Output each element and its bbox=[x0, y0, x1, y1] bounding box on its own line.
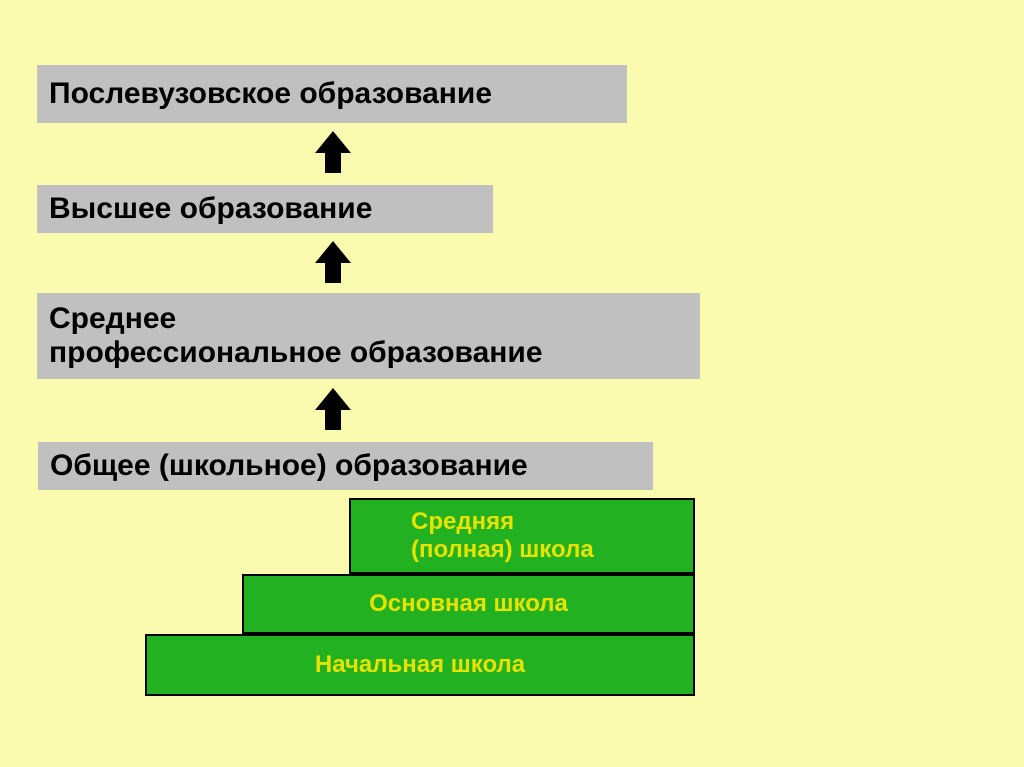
education-level-box: Среднее профессиональное образование bbox=[37, 293, 700, 379]
diagram-canvas: Послевузовское образование Высшее образов… bbox=[0, 0, 1024, 767]
level-label: Высшее образование bbox=[49, 192, 372, 227]
up-arrow-icon bbox=[315, 388, 351, 430]
level-label: Среднее профессиональное образование bbox=[49, 302, 543, 371]
up-arrow-icon bbox=[315, 131, 351, 173]
level-label: Общее (школьное) образование bbox=[50, 449, 528, 484]
level-label: Послевузовское образование bbox=[49, 77, 492, 112]
education-level-box: Общее (школьное) образование bbox=[38, 442, 653, 490]
school-stage-label: Основная школа bbox=[369, 590, 568, 618]
school-stage-label: Средняя (полная) школа bbox=[411, 508, 594, 563]
school-stage-box: Начальная школа bbox=[145, 634, 695, 696]
up-arrow-icon bbox=[315, 241, 351, 283]
education-level-box: Высшее образование bbox=[37, 185, 493, 233]
school-stage-label: Начальная школа bbox=[315, 651, 525, 679]
education-level-box: Послевузовское образование bbox=[37, 65, 627, 123]
school-stage-box: Средняя (полная) школа bbox=[349, 498, 695, 574]
school-stage-box: Основная школа bbox=[242, 574, 695, 634]
